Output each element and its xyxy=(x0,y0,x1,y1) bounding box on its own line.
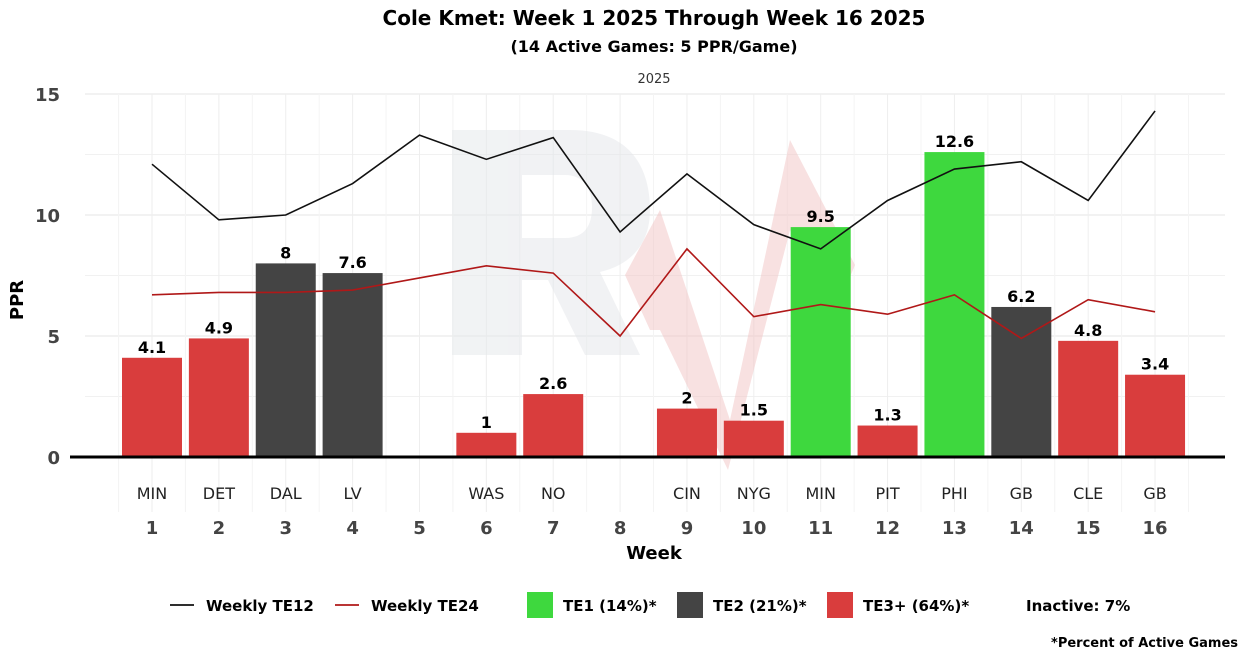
bar xyxy=(322,273,383,457)
bar-value-label: 1.5 xyxy=(740,401,768,420)
bar-value-label: 1 xyxy=(481,413,492,432)
bar-value-label: 7.6 xyxy=(338,253,366,272)
legend-label: Weekly TE24 xyxy=(371,597,479,615)
opponent-label: CLE xyxy=(1073,484,1103,503)
bar xyxy=(1058,340,1119,457)
legend-box-swatch xyxy=(677,592,703,618)
bar xyxy=(255,263,316,457)
x-tick-label: 14 xyxy=(1009,518,1034,539)
legend-box-swatch xyxy=(527,592,553,618)
y-tick-label: 15 xyxy=(35,85,60,106)
bar xyxy=(656,408,717,457)
x-tick-label: 8 xyxy=(614,518,627,539)
legend-label: TE1 (14%)* xyxy=(563,597,657,615)
y-tick-label: 10 xyxy=(35,206,60,227)
footnote: *Percent of Active Games xyxy=(1051,636,1238,651)
opponent-label: WAS xyxy=(468,484,504,503)
series-line-weekly-te24 xyxy=(151,247,1156,340)
bar-value-label: 12.6 xyxy=(935,132,974,151)
opponent-label: NYG xyxy=(737,484,771,503)
legend-label: TE2 (21%)* xyxy=(713,597,807,615)
x-tick-label: 11 xyxy=(808,518,833,539)
opponent-label: PHI xyxy=(941,484,967,503)
bar-value-label: 8 xyxy=(280,243,291,262)
bar xyxy=(188,338,249,457)
x-tick-label: 2 xyxy=(213,518,226,539)
facet-label: 2025 xyxy=(637,72,670,87)
bar xyxy=(723,420,784,457)
legend-label: TE3+ (64%)* xyxy=(863,597,969,615)
watermark-logo xyxy=(452,130,855,470)
bar-value-label: 1.3 xyxy=(873,406,901,425)
bars: 4.1 MIN 1 4.9 DET 2 8 DAL 3 7.6 LV 4 5 1 WAS 6 2.6 NO 7 8 2 C… xyxy=(122,132,1186,539)
series-line-weekly-te12 xyxy=(151,110,1156,250)
bar xyxy=(456,432,517,457)
chart-title: Cole Kmet: Week 1 2025 Through Week 16 2… xyxy=(383,6,926,30)
axes: 0 5 10 15 xyxy=(35,85,1225,469)
watermark-v-shape xyxy=(625,140,855,470)
watermark-r-shape xyxy=(452,130,650,355)
opponent-label: DAL xyxy=(270,484,302,503)
bar xyxy=(790,227,851,457)
x-tick-label: 9 xyxy=(681,518,694,539)
x-tick-label: 3 xyxy=(279,518,292,539)
legend-label: Weekly TE12 xyxy=(206,597,314,615)
bar xyxy=(1125,374,1186,457)
legend: Weekly TE12 Weekly TE24 TE1 (14%)* TE2 (21%… xyxy=(170,592,1130,618)
legend-box-swatch xyxy=(827,592,853,618)
y-tick-label: 0 xyxy=(47,448,60,469)
x-tick-label: 1 xyxy=(146,518,159,539)
bar xyxy=(924,152,985,457)
x-tick-label: 4 xyxy=(346,518,359,539)
bar-value-label: 4.9 xyxy=(205,318,233,337)
opponent-label: CIN xyxy=(673,484,701,503)
x-tick-label: 15 xyxy=(1076,518,1101,539)
bar-value-label: 6.2 xyxy=(1007,287,1035,306)
opponent-label: DET xyxy=(203,484,235,503)
bar-value-label: 2 xyxy=(681,389,692,408)
x-tick-label: 13 xyxy=(942,518,967,539)
y-tick-label: 5 xyxy=(47,327,60,348)
x-axis-label: Week xyxy=(626,543,683,564)
opponent-label: NO xyxy=(541,484,566,503)
bar xyxy=(122,357,182,457)
opponent-label: MIN xyxy=(805,484,836,503)
lines xyxy=(151,110,1156,340)
bar-value-label: 4.8 xyxy=(1074,321,1102,340)
opponent-label: LV xyxy=(344,484,362,503)
x-tick-label: 10 xyxy=(741,518,766,539)
chart-subtitle: (14 Active Games: 5 PPR/Game) xyxy=(510,37,797,56)
bar xyxy=(857,425,918,457)
x-tick-label: 7 xyxy=(547,518,560,539)
x-tick-label: 16 xyxy=(1143,518,1168,539)
bar-value-label: 4.1 xyxy=(138,338,166,357)
bar xyxy=(991,306,1052,457)
x-tick-label: 6 xyxy=(480,518,493,539)
x-tick-label: 5 xyxy=(413,518,426,539)
bar-value-label: 9.5 xyxy=(807,207,835,226)
bar-value-label: 3.4 xyxy=(1141,355,1169,374)
bar-value-label: 2.6 xyxy=(539,374,567,393)
x-tick-label: 12 xyxy=(875,518,900,539)
legend-label: Inactive: 7% xyxy=(1026,597,1130,615)
opponent-label: GB xyxy=(1143,484,1166,503)
opponent-label: MIN xyxy=(137,484,168,503)
y-axis-label: PPR xyxy=(7,280,28,320)
opponent-label: GB xyxy=(1010,484,1033,503)
opponent-label: PIT xyxy=(875,484,899,503)
bar xyxy=(523,394,584,457)
